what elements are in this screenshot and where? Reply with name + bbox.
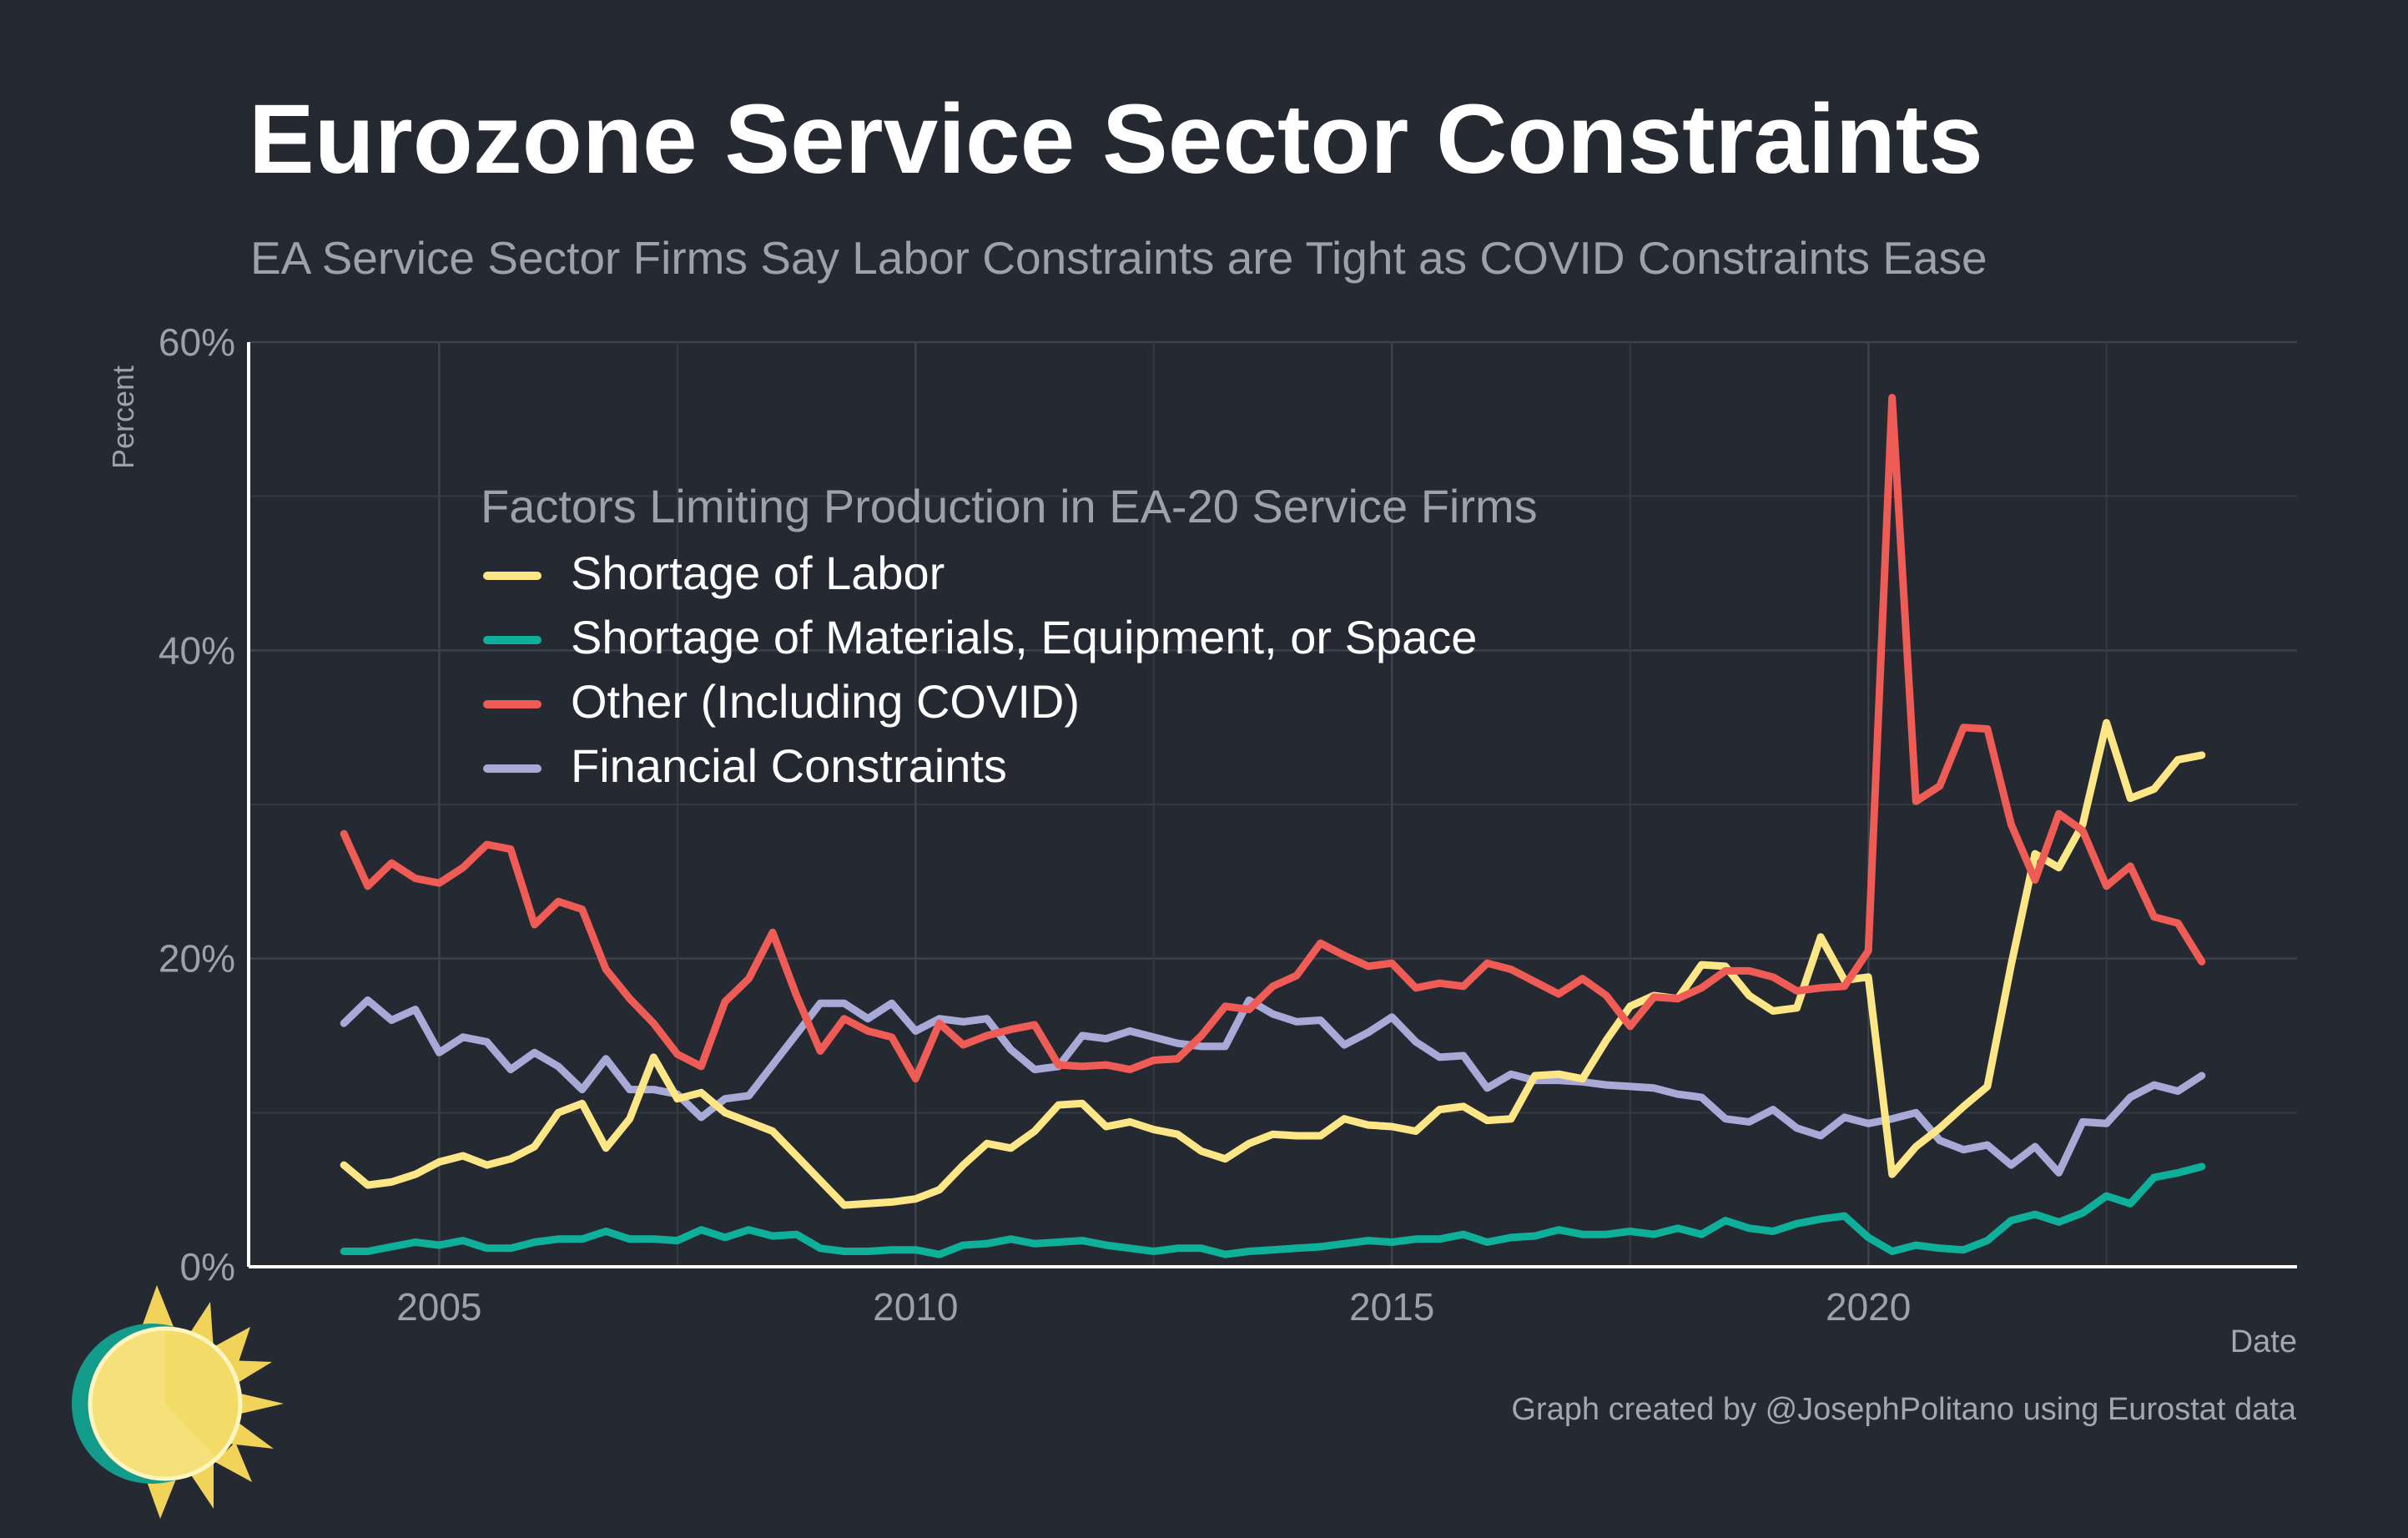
y-axis-label: Percent: [106, 366, 140, 469]
y-tick-label: 20%: [159, 937, 235, 981]
x-tick-labels: 2005 2010 2015 2020: [396, 1285, 1911, 1329]
x-tick-label: 2005: [396, 1285, 481, 1329]
page-subtitle: EA Service Sector Firms Say Labor Constr…: [250, 232, 1987, 284]
source-credit: Graph created by @JosephPolitano using E…: [1511, 1392, 2296, 1427]
legend-label: Shortage of Labor: [571, 547, 945, 599]
legend-title: Factors Limiting Production in EA-20 Ser…: [481, 480, 1538, 532]
series-line: [340, 719, 2206, 1209]
series-line: [340, 996, 2206, 1177]
legend-label: Shortage of Materials, Equipment, or Spa…: [571, 611, 1477, 663]
series-lines: [340, 394, 2206, 1258]
y-tick-label: 40%: [159, 628, 235, 672]
y-tick-label: 0%: [180, 1245, 235, 1288]
x-axis-label: Date: [2230, 1324, 2297, 1359]
sun-icon: [72, 1285, 284, 1519]
series-line: [340, 394, 2206, 1083]
x-tick-label: 2010: [873, 1285, 958, 1329]
y-tick-label: 60%: [159, 320, 235, 364]
legend: Factors Limiting Production in EA-20 Ser…: [481, 480, 1538, 792]
grid-lines: [249, 340, 2297, 1267]
x-tick-label: 2020: [1826, 1285, 1911, 1329]
legend-label: Other (Including COVID): [571, 675, 1080, 728]
series-line: [340, 1162, 2206, 1258]
x-tick-label: 2015: [1349, 1285, 1434, 1329]
y-tick-labels: 0% 20% 40% 60%: [159, 320, 235, 1288]
page-title: Eurozone Service Sector Constraints: [249, 84, 1983, 194]
legend-label: Financial Constraints: [571, 739, 1007, 792]
